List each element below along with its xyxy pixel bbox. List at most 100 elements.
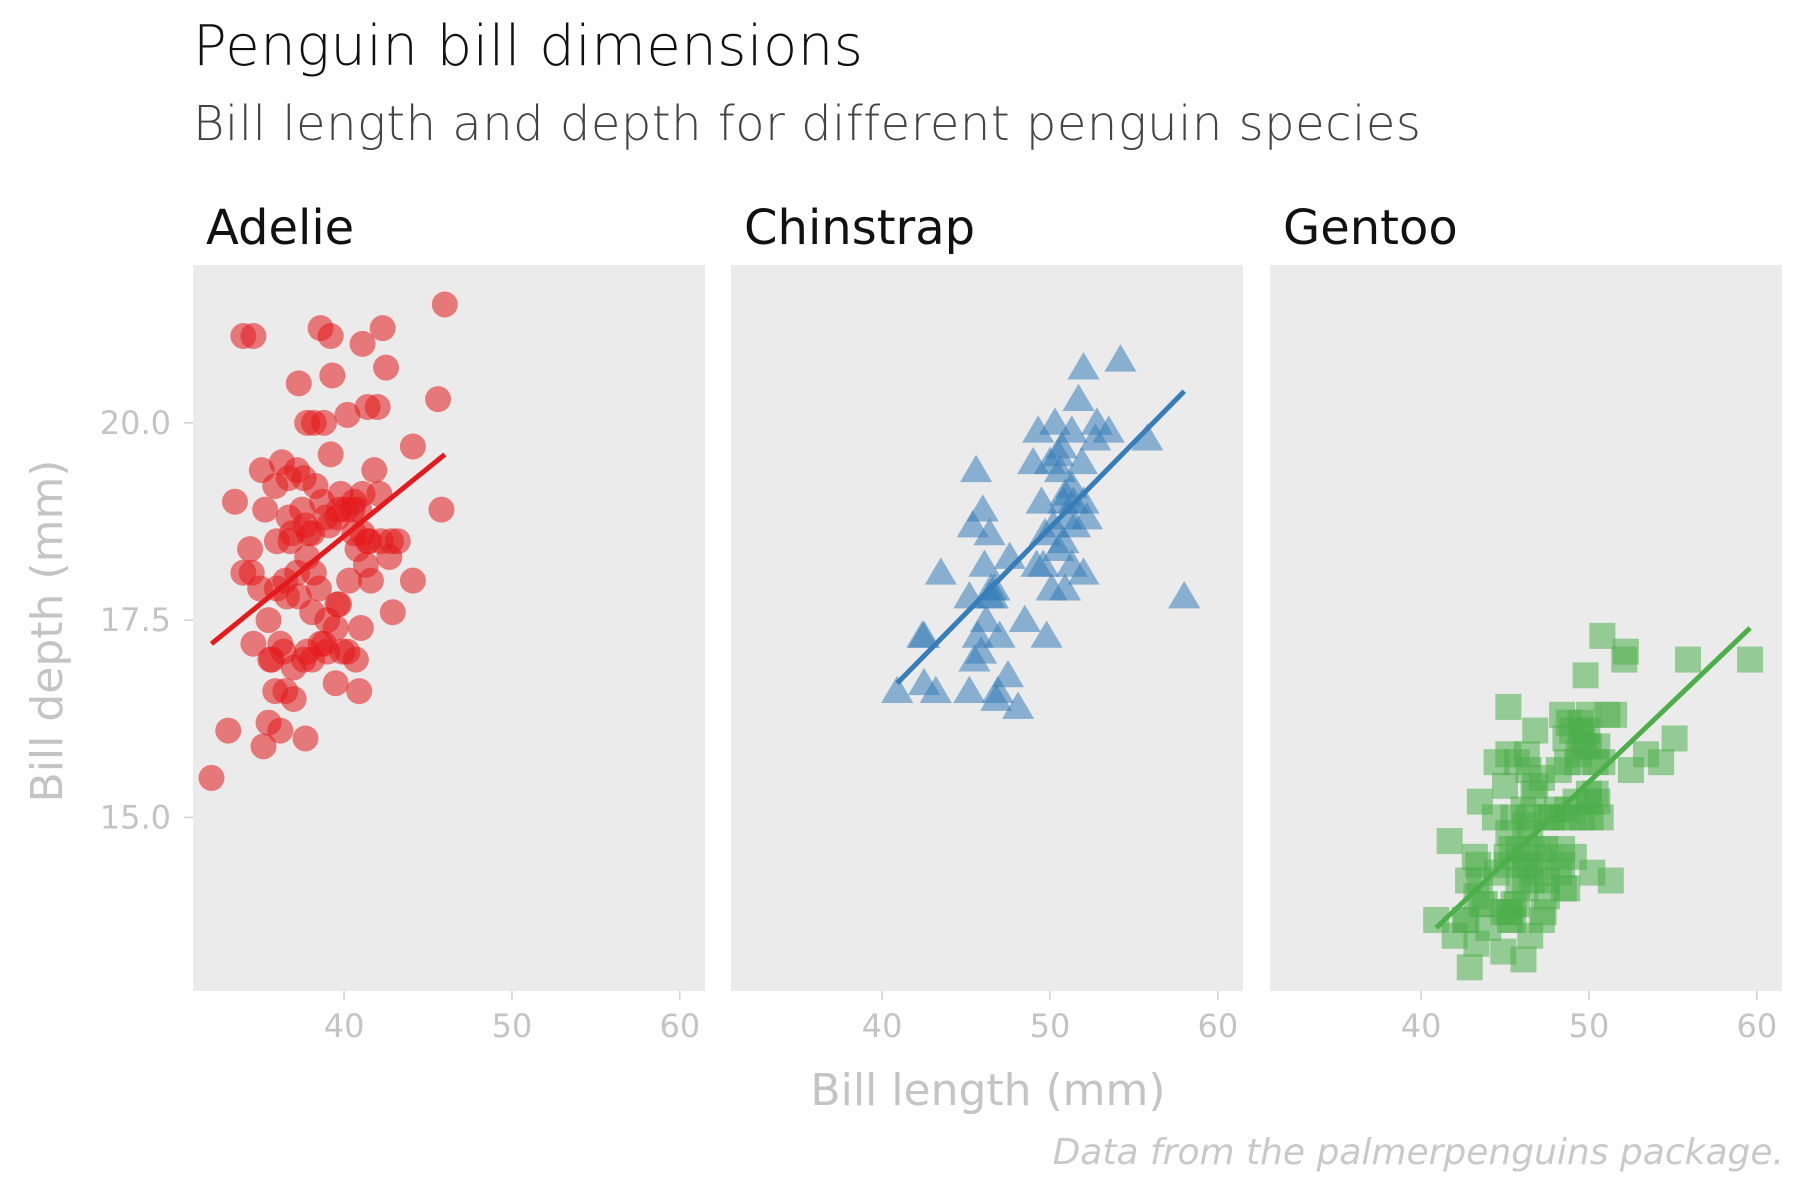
data-point [425,386,452,413]
data-point [1104,344,1137,372]
x-tick-label: 60 [1736,1007,1777,1045]
data-point [1737,646,1764,673]
facet-label-adelie: Adelie [206,200,354,256]
points-adelie [198,291,458,791]
data-point [334,401,361,428]
data-point [1067,486,1100,514]
y-tick-label: 17.5 [100,601,171,639]
y-tick-label: 15.0 [100,798,171,836]
data-point [1572,662,1599,689]
data-point [961,620,994,648]
data-point [1510,946,1537,973]
data-point [919,675,952,704]
data-point [968,549,1001,577]
data-point [1522,717,1549,744]
data-point [364,394,391,421]
data-point [1079,423,1112,451]
facet-label-gentoo: Gentoo [1283,200,1458,256]
data-point [924,557,957,585]
facet-label-chinstrap: Chinstrap [744,200,975,256]
data-point [252,496,279,523]
data-point [1092,415,1125,443]
data-point [1048,573,1082,601]
data-point [983,620,1016,648]
x-axis-label: Bill length (mm) [810,1065,1165,1116]
trend-line-adelie [209,452,447,646]
chart-subtitle: Bill length and depth for different peng… [193,96,1422,152]
data-point [1674,646,1701,673]
data-point [399,567,426,594]
data-point [322,615,349,641]
data-point [1648,749,1675,776]
points-gentoo [1423,622,1764,981]
data-point [240,323,267,350]
data-point [970,604,1003,633]
data-point [1612,638,1639,665]
data-point [292,725,319,752]
data-point [907,620,941,648]
data-point [347,615,374,641]
trend-line-chinstrap [895,389,1187,685]
data-point [981,675,1015,704]
data-point [369,315,396,342]
data-point [250,733,277,760]
data-point [1027,549,1060,577]
x-tick-label: 50 [1569,1007,1610,1045]
data-point [319,362,346,389]
data-point [221,488,248,515]
x-tick-label: 50 [492,1007,533,1045]
y-tick-label: 20.0 [100,404,171,442]
data-point [1001,691,1035,719]
data-point [280,686,307,713]
data-point [991,659,1025,688]
data-point [1597,867,1624,894]
data-point [428,496,455,523]
data-point [373,354,400,381]
data-point [240,630,267,657]
data-point [1022,415,1055,443]
data-point [431,291,458,318]
data-point [379,599,406,626]
x-tick-label: 50 [1030,1007,1071,1045]
data-point [1067,557,1100,585]
data-point [198,764,225,791]
data-point [1492,772,1519,799]
x-tick-label: 60 [659,1007,700,1045]
data-point [349,330,376,357]
data-point [317,323,344,350]
data-point [1587,804,1614,831]
data-point [1047,525,1080,554]
data-point [399,433,426,460]
panel-chinstrap: Chinstrap 40 50 60 [731,200,1243,1045]
x-tick-label: 60 [1197,1007,1238,1045]
data-point [959,454,993,483]
data-point [342,646,369,673]
data-point [953,675,986,704]
chart-caption: Data from the palmerpenguins package. [1052,1132,1784,1173]
y-axis: 15.0 17.5 20.0 [100,404,193,836]
data-point [326,591,353,618]
data-point [1589,622,1616,649]
data-point [1008,604,1041,633]
data-point [1025,486,1058,514]
data-point [346,678,373,705]
data-point [1045,431,1078,459]
data-point [1055,470,1088,498]
data-point [1168,581,1201,609]
data-point [1038,407,1072,435]
data-point [965,636,998,664]
panels-layer: Adelie 40 50 60 Chinstrap 40 50 60 Gentoo 40 50 60 [193,200,1782,1045]
data-point [305,575,332,602]
data-point [357,567,384,594]
data-point [317,441,344,468]
data-point [1030,620,1063,648]
data-point [361,457,388,484]
data-point [384,528,411,555]
data-point [956,510,989,538]
data-point [1601,701,1628,728]
data-point [1495,693,1522,720]
data-point [1131,423,1164,451]
data-point [1070,502,1103,530]
data-point [285,370,312,397]
